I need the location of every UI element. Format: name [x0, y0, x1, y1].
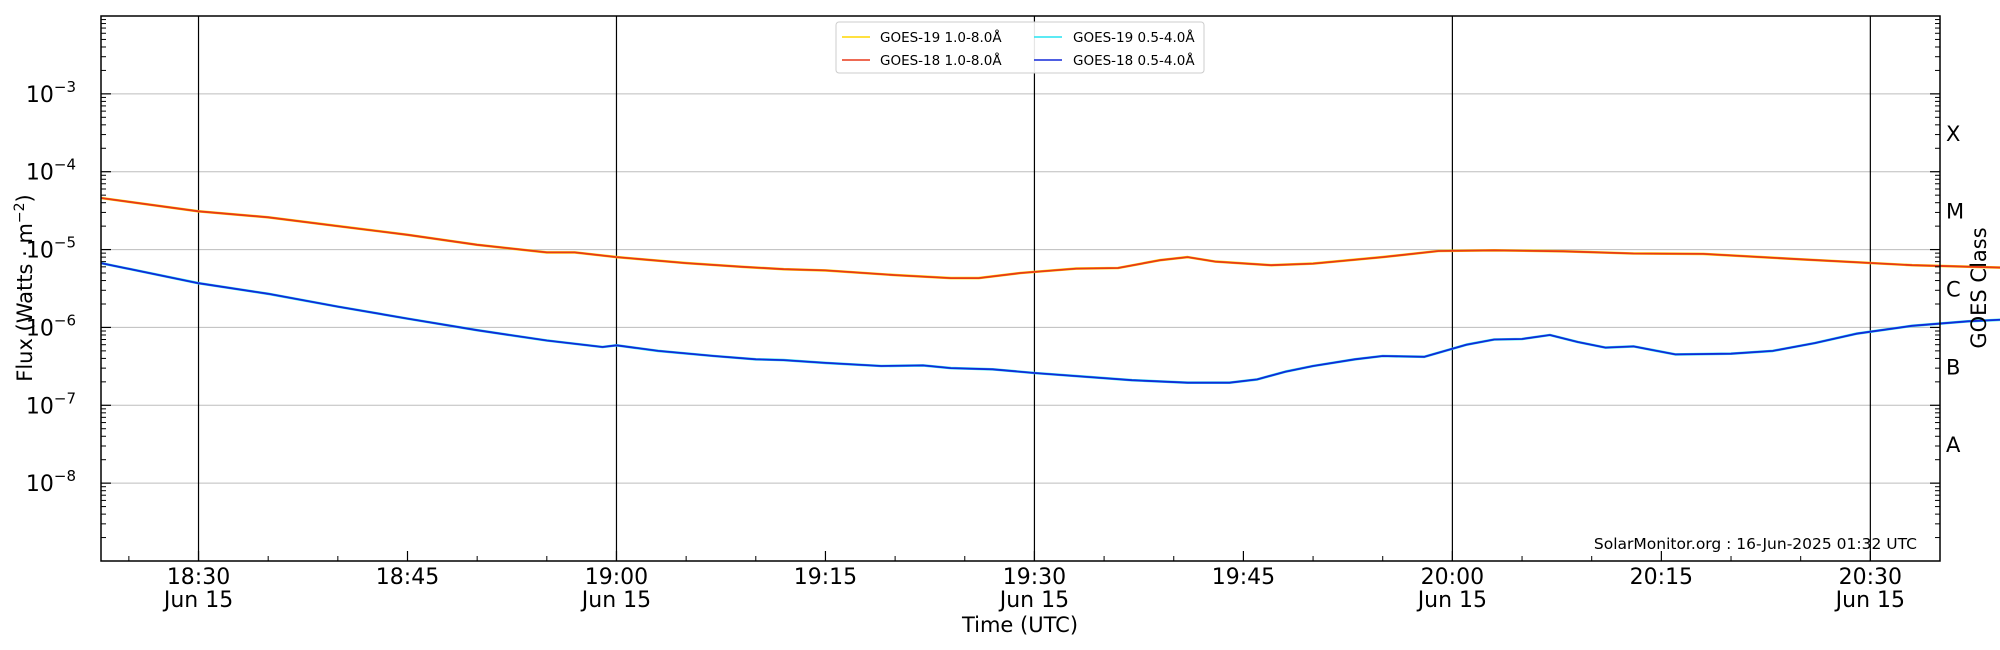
grid-lines	[101, 93, 1940, 484]
x-tick-label: 19:30	[1003, 565, 1066, 590]
legend-entry: GOES-19 1.0-8.0Å	[842, 29, 1002, 46]
goes-class-label: M	[1946, 200, 1964, 224]
vertical-day-lines	[197, 16, 1871, 561]
y-axis-ticks: 10−810−710−610−510−410−3	[26, 19, 1940, 539]
goes-class-labels: A B C M X	[1946, 122, 1964, 457]
series-line	[100, 261, 2000, 385]
x-tick-label: 19:00	[585, 565, 648, 590]
legend: GOES-19 1.0-8.0Å GOES-18 1.0-8.0Å GOES-1…	[835, 21, 1205, 74]
x-tick-sublabel: Jun 15	[162, 588, 233, 613]
source-timestamp: SolarMonitor.org : 16-Jun-2025 01:32 UTC	[1594, 535, 1917, 553]
x-tick-label: 18:30	[167, 565, 230, 590]
y2-axis-label: GOES Class	[1967, 227, 1991, 348]
legend-label: GOES-18 1.0-8.0Å	[880, 52, 1002, 69]
x-tick-sublabel: Jun 15	[1834, 588, 1905, 613]
legend-entry: GOES-18 0.5-4.0Å	[1034, 52, 1195, 69]
y-axis-label: Flux (Watts · m−2)	[12, 194, 37, 382]
legend-box	[835, 21, 1205, 74]
x-tick-sublabel: Jun 15	[580, 588, 651, 613]
series-line	[100, 262, 2000, 384]
plot-frame	[100, 15, 1941, 562]
x-tick-label: 20:15	[1630, 565, 1693, 590]
series-line	[100, 196, 2000, 280]
legend-label: GOES-18 0.5-4.0Å	[1073, 52, 1195, 69]
y-tick-label: 10−8	[26, 467, 76, 497]
legend-label: GOES-19 1.0-8.0Å	[880, 29, 1002, 46]
series-lines	[100, 196, 2000, 385]
x-tick-label: 20:00	[1421, 565, 1484, 590]
legend-entry: GOES-19 0.5-4.0Å	[1034, 29, 1195, 46]
goes-class-label: C	[1946, 278, 1961, 302]
y-tick-label: 10−3	[26, 78, 76, 108]
legend-label: GOES-19 0.5-4.0Å	[1073, 29, 1195, 46]
x-tick-sublabel: Jun 15	[998, 588, 1069, 613]
x-tick-label: 20:30	[1839, 565, 1902, 590]
y-tick-label: 10−7	[26, 389, 76, 419]
x-tick-label: 19:15	[794, 565, 857, 590]
y-tick-label: 10−4	[26, 156, 76, 186]
goes-class-label: B	[1946, 355, 1960, 379]
x-tick-sublabel: Jun 15	[1416, 588, 1487, 613]
x-axis-label: Time (UTC)	[961, 613, 1078, 637]
series-line	[100, 197, 2000, 280]
goes-class-label: A	[1946, 433, 1961, 457]
x-tick-label: 18:45	[376, 565, 439, 590]
legend-entry: GOES-18 1.0-8.0Å	[842, 52, 1002, 69]
goes-class-label: X	[1946, 122, 1960, 146]
y-tick-label: 10−5	[26, 234, 76, 264]
x-tick-label: 19:45	[1212, 565, 1275, 590]
